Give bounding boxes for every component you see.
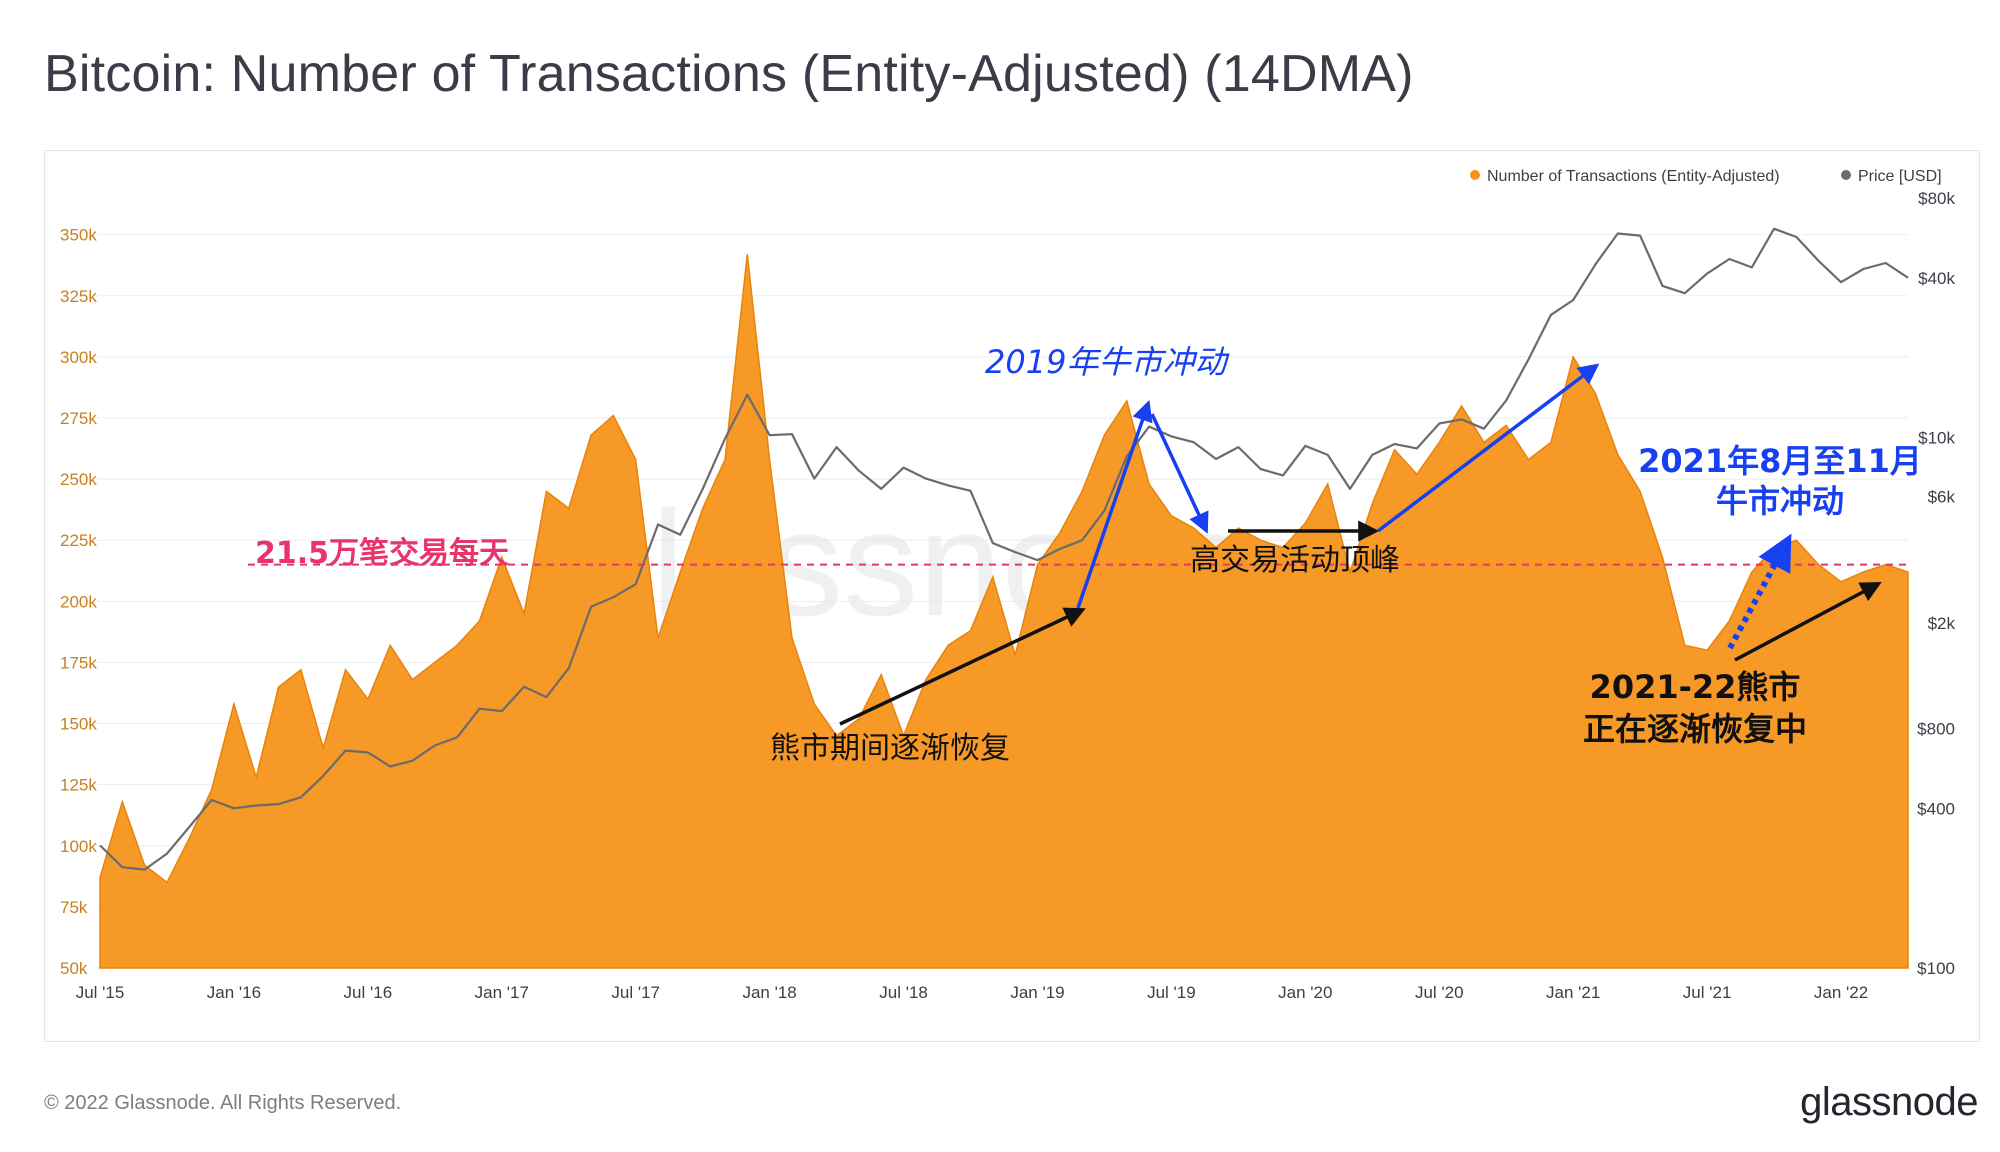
x-tick-label: Jan '22 [1814, 983, 1868, 1002]
bear-recovery-label: 熊市期间逐渐恢复 [770, 731, 1010, 766]
peak-activity-label: 高交易活动顶峰 [1190, 543, 1400, 578]
bull-2019-arrow-down [1150, 413, 1209, 534]
right-tick-label: $800 [1917, 719, 1955, 738]
legend-marker-price [1841, 170, 1851, 180]
price-line [99, 227, 1909, 871]
bull-2021-label-line1: 2021年8月至11月 [1638, 442, 1922, 480]
left-tick-label: 225k [60, 531, 97, 550]
left-tick-label: 250k [60, 470, 97, 489]
price-series [99, 227, 1909, 871]
left-tick-label: 100k [60, 837, 97, 856]
x-tick-label: Jan '17 [475, 983, 529, 1002]
page-title: Bitcoin: Number of Transactions (Entity-… [44, 45, 1414, 103]
x-tick-label: Jan '19 [1010, 983, 1064, 1002]
bear-2122-label-line2: 正在逐渐恢复中 [1583, 710, 1807, 748]
left-tick-label: 125k [60, 776, 97, 795]
threshold-label: 21.5万笔交易每天 [255, 536, 509, 571]
right-tick-label: $6k [1928, 487, 1956, 506]
x-tick-label: Jul '20 [1415, 983, 1464, 1002]
right-tick-label: $80k [1918, 189, 1955, 208]
left-tick-label: 75k [60, 898, 88, 917]
x-tick-label: Jan '21 [1546, 983, 1600, 1002]
x-tick-label: Jan '20 [1278, 983, 1332, 1002]
right-tick-label: $10k [1918, 429, 1955, 448]
footer-copyright: © 2022 Glassnode. All Rights Reserved. [44, 1092, 402, 1114]
right-tick-label: $400 [1917, 799, 1955, 818]
bear-2122-arrow [1734, 582, 1882, 662]
bull-2019-arrow-up [1076, 400, 1153, 609]
glassnode-logo[interactable]: glassnode [1800, 1080, 1978, 1124]
right-tick-label: $2k [1928, 614, 1956, 633]
chart-frame [44, 150, 1980, 1042]
bull-2020-arrow [1376, 363, 1600, 533]
legend-label-price: Price [USD] [1858, 168, 1942, 185]
x-tick-label: Jul '16 [344, 983, 393, 1002]
right-tick-label: $100 [1917, 959, 1955, 978]
bull-2021-label-line2: 牛市冲动 [1716, 482, 1844, 520]
right-axis: $100 $400 $800 $2k $6k $10k $40k $80k [1917, 189, 1955, 978]
left-tick-label: 350k [60, 226, 97, 245]
bear-2122-label-line1: 2021-22熊市 [1590, 668, 1801, 706]
left-axis: 50k 75k 100k 125k 150k 175k 200k 225k 250k 275k 30… [60, 226, 97, 978]
left-tick-label: 200k [60, 592, 97, 611]
left-tick-label: 175k [60, 653, 97, 672]
transactions-area [99, 254, 1909, 969]
bull-2019-label: 2019年牛市冲动 [985, 343, 1230, 381]
x-tick-label: Jul '21 [1683, 983, 1732, 1002]
left-tick-label: 50k [60, 959, 88, 978]
left-tick-label: 275k [60, 409, 97, 428]
left-tick-label: 150k [60, 715, 97, 734]
bull-2021-arrow [1727, 533, 1792, 650]
bear-recovery-arrow [839, 607, 1086, 726]
legend-marker-transactions [1470, 170, 1480, 180]
x-tick-label: Jul '15 [76, 983, 125, 1002]
left-tick-label: 300k [60, 348, 97, 367]
right-tick-label: $40k [1918, 269, 1955, 288]
annotations: 21.5万笔交易每天 熊市期间逐渐恢复 2019年牛市冲动 高交易活动顶峰 20… [248, 343, 1922, 766]
x-tick-label: Jul '17 [611, 983, 660, 1002]
x-axis: Jul '15 Jan '16 Jul '16 Jan '17 Jul '17 Jan '… [76, 983, 1868, 1002]
transactions-series [99, 254, 1909, 969]
legend: Number of Transactions (Entity-Adjusted)… [1470, 168, 1942, 185]
x-tick-label: Jul '18 [879, 983, 928, 1002]
left-tick-label: 325k [60, 287, 97, 306]
x-tick-label: Jan '16 [207, 983, 261, 1002]
legend-label-transactions: Number of Transactions (Entity-Adjusted) [1487, 168, 1780, 185]
x-tick-label: Jan '18 [742, 983, 796, 1002]
x-tick-label: Jul '19 [1147, 983, 1196, 1002]
